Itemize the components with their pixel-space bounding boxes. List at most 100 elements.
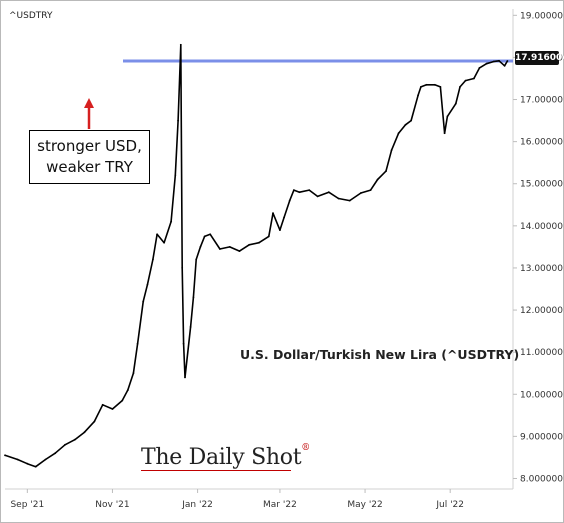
price-data-point <box>203 235 206 238</box>
price-data-point <box>492 60 495 63</box>
price-data-point <box>425 83 428 86</box>
y-tick-label: 10.000000 <box>520 390 563 400</box>
price-data-point <box>433 83 436 86</box>
price-data-point <box>34 465 37 468</box>
watermark-underline <box>141 470 291 471</box>
price-data-point <box>182 342 185 345</box>
price-data-point <box>170 220 173 223</box>
y-tick-label: 13.000000 <box>520 264 563 274</box>
watermark-text: The Daily Shot <box>141 445 302 470</box>
y-tick-label: 15.000000 <box>520 180 563 190</box>
price-data-point <box>417 94 419 97</box>
price-data-point <box>26 462 29 465</box>
x-tick-label: Mar '22 <box>263 500 297 510</box>
price-data-point <box>184 376 186 379</box>
price-data-point <box>156 233 159 236</box>
price-data-point <box>73 438 76 441</box>
price-data-point <box>126 389 129 391</box>
price-data-point <box>283 216 285 219</box>
annotation-arrow-group <box>84 98 94 129</box>
price-data-point <box>485 62 488 65</box>
price-data-point <box>192 296 195 299</box>
price-data-point <box>390 149 393 152</box>
price-data-point <box>272 212 274 215</box>
price-data-point <box>195 258 198 261</box>
y-tick-label: 19.000000 <box>520 11 563 21</box>
series-group <box>4 43 509 468</box>
price-data-point <box>360 192 362 194</box>
watermark-logo: The Daily Shot® <box>141 443 310 470</box>
annotation-arrow-head <box>84 98 94 108</box>
axes: 8.000000 9.000000 10.000000 11.000000 12.000… <box>5 9 563 510</box>
price-data-point <box>288 199 291 202</box>
price-data-point <box>337 197 340 200</box>
price-data-point <box>248 243 251 246</box>
price-data-point <box>179 43 182 46</box>
price-data-point <box>132 372 135 375</box>
price-data-point <box>93 420 96 423</box>
price-data-point <box>327 191 330 194</box>
y-tick-label: 11.000000 <box>520 348 563 358</box>
y-tick-label: 12.000000 <box>520 306 563 316</box>
watermark-registered-mark: ® <box>301 443 310 453</box>
price-data-point <box>503 64 506 67</box>
price-data-point <box>199 246 202 248</box>
price-data-point <box>473 77 475 80</box>
price-data-point <box>308 189 311 192</box>
price-data-point <box>136 342 139 345</box>
price-data-point <box>498 59 500 62</box>
price-data-point <box>111 408 114 410</box>
price-data-point <box>101 403 104 406</box>
price-data-point <box>83 431 86 434</box>
price-data-point <box>443 132 446 135</box>
price-data-point <box>267 235 270 238</box>
price-data-point <box>293 189 295 192</box>
chart-subtitle: U.S. Dollar/Turkish New Lira (^USDTRY) <box>240 347 520 362</box>
annotation-box: stronger USD, weaker TRY <box>29 130 150 184</box>
price-data-point <box>64 443 66 446</box>
price-data-point <box>369 189 372 192</box>
price-series-line <box>4 43 509 468</box>
x-tick-label: Nov '21 <box>95 500 129 510</box>
price-data-point <box>279 229 281 232</box>
price-data-point <box>404 123 407 126</box>
price-data-point <box>4 454 6 457</box>
y-tick-label: 14.000000 <box>520 222 563 232</box>
x-tick-label: Sep '21 <box>10 500 44 510</box>
price-data-point <box>228 246 231 248</box>
price-data-point <box>439 86 442 88</box>
price-data-point <box>298 191 301 194</box>
price-data-point <box>219 248 221 250</box>
ticker-label: ^USDTRY <box>9 11 53 21</box>
y-tick-label: 9.000000 <box>520 432 563 442</box>
price-data-point <box>464 79 467 82</box>
price-data-point <box>189 326 192 328</box>
price-data-point <box>163 241 166 244</box>
annotation-line-2: weaker TRY <box>46 158 133 176</box>
annotation-line-1: stronger USD, <box>37 137 142 155</box>
price-data-point <box>177 119 180 122</box>
price-data-point <box>420 86 422 88</box>
price-data-point <box>54 452 57 455</box>
price-data-point <box>152 258 154 261</box>
price-data-point <box>348 199 351 202</box>
x-tick-label: May '22 <box>347 500 382 510</box>
price-data-point <box>454 102 457 105</box>
price-data-point <box>209 233 212 236</box>
price-data-point <box>181 267 184 269</box>
price-data-point <box>146 283 149 286</box>
last-value-badge: 17.916004 <box>515 51 564 65</box>
price-data-point <box>478 67 481 69</box>
x-tick-label: Jan '22 <box>181 500 213 510</box>
price-data-point <box>258 241 260 244</box>
price-data-point <box>142 300 145 303</box>
y-tick-label: 16.000000 <box>520 138 563 148</box>
price-data-point <box>376 178 379 181</box>
price-data-point <box>316 195 319 198</box>
price-data-point <box>459 86 461 88</box>
price-data-point <box>174 174 177 177</box>
y-tick-label: 17.000000 <box>520 96 563 106</box>
price-data-point <box>397 132 400 135</box>
